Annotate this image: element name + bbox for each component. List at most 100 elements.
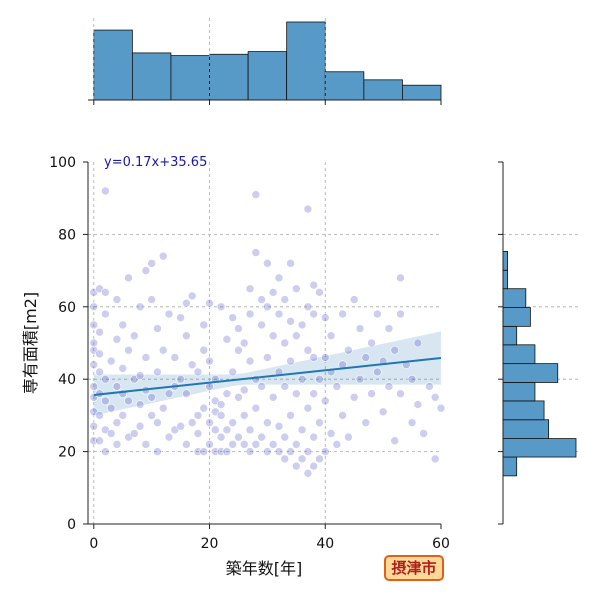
data-point (199, 403, 209, 413)
data-point (164, 309, 174, 319)
data-point (106, 429, 116, 438)
x-tick-label: 20 (201, 536, 219, 552)
data-point (326, 331, 336, 341)
data-point (320, 353, 330, 362)
data-point (274, 447, 284, 456)
x-hist-bar (286, 21, 326, 101)
y-hist-bar (502, 251, 508, 271)
data-point (118, 411, 128, 420)
data-point (430, 392, 440, 402)
y-hist-bar (502, 344, 536, 365)
data-point (239, 440, 249, 449)
data-point (199, 447, 209, 456)
data-point (274, 273, 284, 283)
data-point (228, 440, 237, 449)
data-point (129, 331, 139, 341)
data-point (309, 461, 318, 471)
data-point (124, 273, 133, 283)
data-point (158, 345, 168, 355)
data-point (286, 316, 295, 326)
data-point (280, 382, 290, 391)
data-point (141, 266, 151, 275)
data-point (176, 374, 185, 384)
data-point (239, 338, 249, 348)
data-point (384, 324, 394, 333)
data-point (320, 313, 330, 322)
data-point (147, 259, 156, 268)
x-tick-label: 0 (89, 536, 98, 552)
regression-line (93, 357, 442, 396)
data-point (303, 469, 313, 478)
data-point (292, 440, 301, 449)
data-point (268, 331, 278, 341)
data-point (303, 302, 313, 312)
data-point (413, 338, 423, 348)
y-hist-bar (502, 288, 527, 308)
data-point (147, 411, 156, 420)
data-point (239, 385, 249, 395)
data-point (182, 331, 191, 341)
data-point (234, 392, 243, 402)
data-point (193, 429, 203, 438)
y-hist-bar (502, 269, 508, 290)
data-point (205, 356, 214, 366)
data-point (286, 259, 295, 268)
y-hist-bar (502, 400, 545, 421)
data-point (153, 447, 162, 456)
data-point (286, 447, 295, 456)
data-point (413, 400, 423, 409)
data-point (89, 320, 99, 330)
data-point (182, 389, 191, 398)
city-badge: 摂津市 (384, 555, 444, 581)
regression-equation: y=0.17x+35.65 (104, 155, 207, 170)
x-hist-bar (93, 29, 133, 101)
data-point (153, 418, 162, 427)
data-point (89, 360, 99, 370)
data-point (320, 396, 330, 406)
y-axis-label: 専有面積[m2] (21, 292, 40, 394)
y-hist-bar (502, 419, 550, 439)
data-point (303, 447, 313, 456)
data-point (124, 396, 133, 406)
x-hist-bar (363, 79, 403, 101)
data-point (101, 447, 110, 456)
data-point (95, 411, 104, 420)
data-point (187, 418, 197, 427)
data-point (263, 418, 272, 427)
data-point (292, 461, 301, 471)
data-point (315, 288, 324, 297)
data-point (297, 374, 307, 384)
data-point (355, 324, 365, 333)
data-point (245, 284, 255, 294)
x-tick-label: 40 (316, 536, 334, 552)
data-point (187, 360, 197, 370)
data-point (251, 248, 261, 257)
x-hist-bar (209, 53, 249, 101)
data-point (309, 309, 318, 319)
y-tick-label: 100 (49, 155, 76, 171)
data-point (326, 429, 336, 438)
data-point (344, 345, 353, 355)
data-point (211, 425, 220, 435)
x-hist-bar (324, 71, 365, 101)
data-point (199, 345, 209, 355)
data-point (268, 392, 278, 402)
data-point (170, 353, 180, 362)
data-point (112, 382, 122, 391)
data-point (101, 396, 110, 406)
data-point (263, 259, 272, 268)
y-hist-bar (502, 325, 518, 346)
data-point (101, 374, 110, 384)
x-hist-bar (131, 52, 172, 101)
data-point (407, 418, 417, 427)
data-point (430, 454, 440, 464)
y-tick-label: 40 (58, 372, 76, 388)
data-point (355, 374, 365, 384)
y-hist-bar (502, 382, 536, 402)
data-point (176, 421, 185, 431)
y-tick-label: 0 (67, 517, 76, 533)
axes (83, 161, 442, 529)
data-point (101, 186, 110, 196)
data-point (216, 302, 226, 312)
data-point (280, 338, 290, 348)
